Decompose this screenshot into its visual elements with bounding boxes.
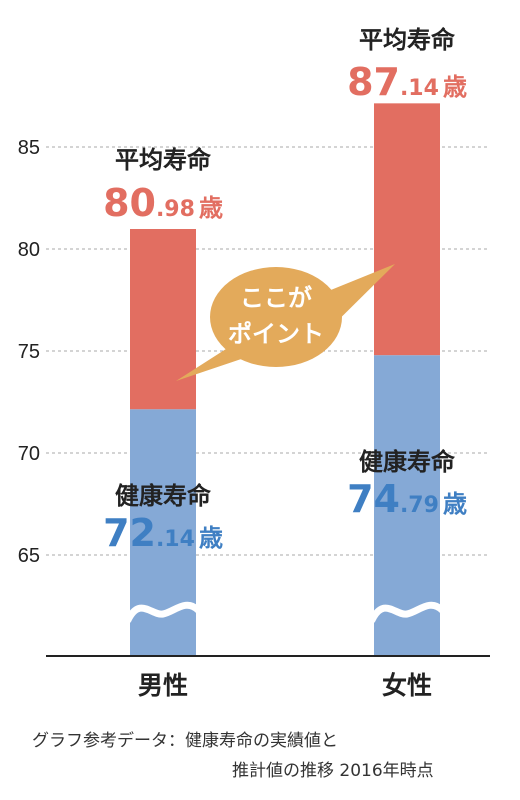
source-note: グラフ参考データ：健康寿命の実績値と 推計値の推移 2016年時点 xyxy=(32,726,502,786)
male-average-label: 平均寿命 xyxy=(115,146,212,174)
y-tick-label: 85 xyxy=(18,137,40,159)
axis-break-wave xyxy=(368,601,446,624)
value-unit: 歳 xyxy=(199,194,223,222)
callout-ellipse xyxy=(210,267,342,367)
value-dec: .98 xyxy=(156,197,195,222)
value-unit: 歳 xyxy=(443,490,467,518)
value-unit: 歳 xyxy=(443,73,467,101)
axis-break-wave xyxy=(124,601,202,624)
male-average-value: 80.98 歳 xyxy=(103,181,223,225)
source-line-2: 推計値の推移 2016年時点 xyxy=(232,761,434,781)
y-axis-ticks: 65 70 75 80 85 xyxy=(18,137,40,567)
value-int: 72 xyxy=(103,511,156,555)
female-average-label: 平均寿命 xyxy=(359,26,456,54)
value-unit: 歳 xyxy=(199,524,223,552)
y-tick-label: 70 xyxy=(18,443,40,465)
value-int: 80 xyxy=(103,181,156,225)
value-int: 74 xyxy=(347,477,400,521)
x-tick-label: 男性 xyxy=(138,671,188,700)
value-dec: .14 xyxy=(156,527,195,552)
y-tick-label: 65 xyxy=(18,545,40,567)
value-dec: .14 xyxy=(400,76,439,101)
male-healthy-value: 72.14 歳 xyxy=(103,511,223,555)
bar-average-1 xyxy=(374,103,440,356)
value-dec: .79 xyxy=(400,493,439,518)
callout-line-1: ここが xyxy=(240,284,312,312)
y-tick-label: 80 xyxy=(18,239,40,261)
source-line-1: グラフ参考データ：健康寿命の実績値と xyxy=(32,731,338,751)
male-healthy-label: 健康寿命 xyxy=(115,482,212,510)
callout-line-2: ポイント xyxy=(228,320,324,348)
y-tick-label: 75 xyxy=(18,341,40,363)
bars xyxy=(124,103,446,656)
female-average-value: 87.14 歳 xyxy=(347,60,467,104)
bar-average-0 xyxy=(130,229,196,410)
x-tick-label: 女性 xyxy=(382,671,432,700)
x-axis-labels: 男性 女性 xyxy=(138,671,432,700)
female-healthy-value: 74.79 歳 xyxy=(347,477,467,521)
female-healthy-label: 健康寿命 xyxy=(359,448,456,476)
value-int: 87 xyxy=(347,60,400,104)
